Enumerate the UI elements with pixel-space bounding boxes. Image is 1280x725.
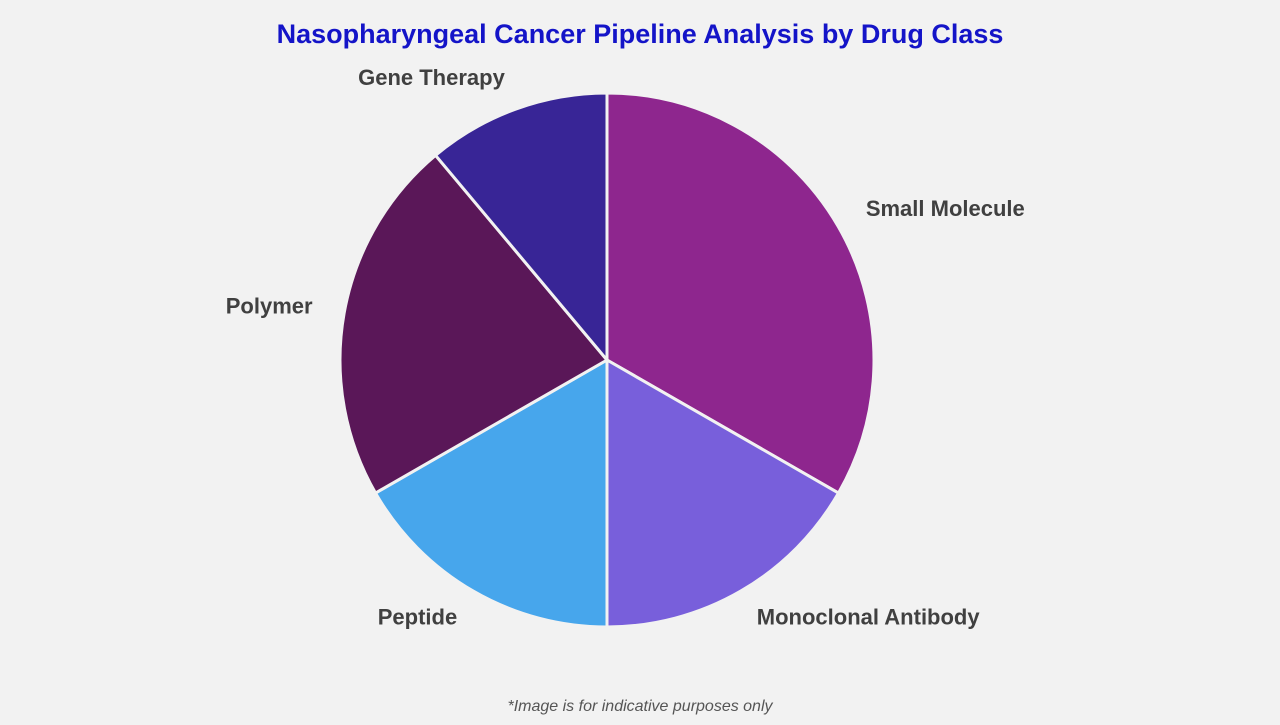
pie-slice <box>433 91 609 365</box>
slice-label: Small Molecule <box>866 196 1025 221</box>
slice-label: Polymer <box>226 293 313 318</box>
pie-slice <box>338 153 610 496</box>
slice-label: Peptide <box>378 605 457 630</box>
slice-label: Gene Therapy <box>358 65 505 90</box>
pie-slice <box>605 91 876 496</box>
slice-label: Monoclonal Antibody <box>757 605 981 630</box>
chart-title: Nasopharyngeal Cancer Pipeline Analysis … <box>277 19 1004 49</box>
pie-slice <box>373 357 609 629</box>
pie-slice <box>605 357 841 629</box>
footnote: *Image is for indicative purposes only <box>507 698 773 715</box>
